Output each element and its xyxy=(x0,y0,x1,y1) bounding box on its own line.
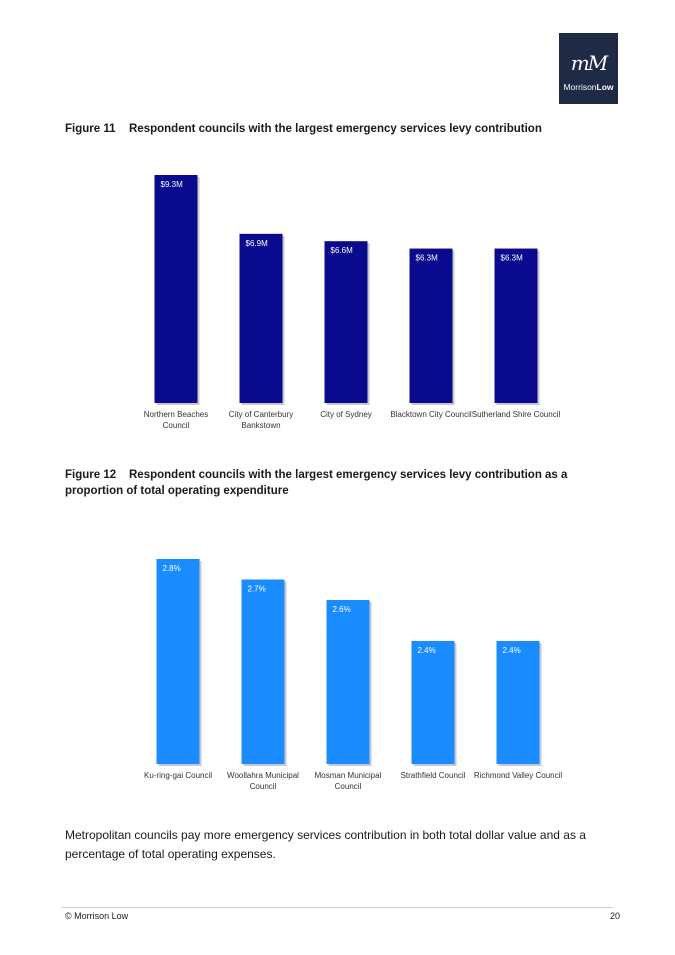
figure-11-number: Figure 11 xyxy=(65,123,116,135)
body-paragraph: Metropolitan councils pay more emergency… xyxy=(65,828,586,861)
logo-mark: mM xyxy=(570,51,608,75)
category-label: Sutherland Shire Council xyxy=(472,410,561,419)
bar-value-label: $6.3M xyxy=(501,254,524,263)
bar xyxy=(494,248,538,403)
bar-value-label: 2.4% xyxy=(503,646,521,655)
bar-value-label: 2.4% xyxy=(418,646,436,655)
category-label: City of Sydney xyxy=(320,410,372,419)
bar xyxy=(324,241,368,403)
logo-text: MorrisonLow xyxy=(563,82,614,92)
bar-value-label: $6.9M xyxy=(246,239,269,248)
bar xyxy=(411,641,455,764)
bar xyxy=(239,233,283,403)
bar-value-label: 2.8% xyxy=(163,564,181,573)
category-label: Strathfield Council xyxy=(401,771,466,780)
figure-12-caption: Figure 12 Respondent councils with the la… xyxy=(65,467,625,499)
category-label: Council xyxy=(250,782,277,791)
category-label: Richmond Valley Council xyxy=(474,771,563,780)
bar xyxy=(496,641,540,764)
footer-page-number: 20 xyxy=(609,911,620,921)
bar-value-label: $6.3M xyxy=(416,254,439,263)
footer-copyright: © Morrison Low xyxy=(65,911,129,921)
footer-divider xyxy=(62,907,613,908)
category-label: Council xyxy=(163,421,190,430)
levy-proportion-bar-chart: 2.8% Ku-ring-gai Council 2.7% Woollahra Mun… xyxy=(144,559,563,791)
bar xyxy=(409,248,453,403)
bar-value-label: 2.7% xyxy=(248,585,266,594)
bar-value-label: 2.6% xyxy=(333,605,351,614)
bar xyxy=(326,600,370,764)
category-label: Mosman Municipal xyxy=(315,771,382,780)
category-label: Bankstown xyxy=(241,421,280,430)
levy-contribution-bar-chart: $9.3M Northern Beaches Council $6.9M City of… xyxy=(144,175,561,430)
bar xyxy=(156,559,200,764)
category-label: Woollahra Municipal xyxy=(227,771,299,780)
category-label: Council xyxy=(335,782,362,791)
bar-value-label: $6.6M xyxy=(331,246,354,255)
figure-11-caption: Figure 11 Respondent councils with the la… xyxy=(65,121,625,137)
figure-12-title: Respondent councils with the largest eme… xyxy=(65,469,568,497)
category-label: Northern Beaches xyxy=(144,410,208,419)
figure-12-number: Figure 12 xyxy=(65,469,117,481)
morrison-low-logo: mM MorrisonLow xyxy=(559,33,618,104)
bar xyxy=(154,175,198,403)
bar xyxy=(241,579,285,764)
category-label: Ku-ring-gai Council xyxy=(144,771,212,780)
figure-11-title: Respondent councils with the largest eme… xyxy=(129,123,542,135)
category-label: Blacktown City Council xyxy=(390,410,472,419)
bar-value-label: $9.3M xyxy=(161,180,184,189)
category-label: City of Canterbury xyxy=(229,410,293,419)
